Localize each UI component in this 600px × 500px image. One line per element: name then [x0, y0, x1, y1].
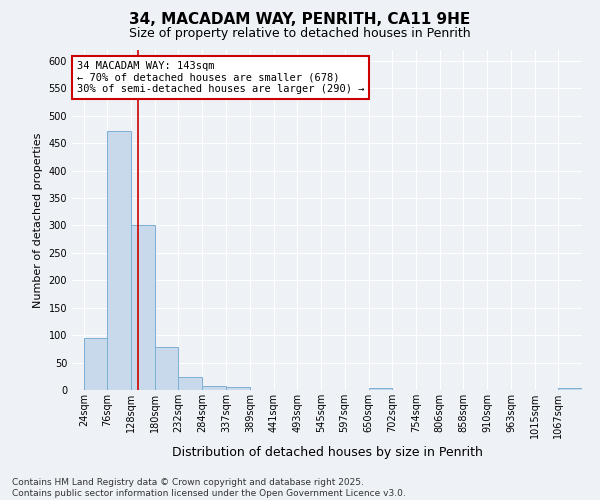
Text: Size of property relative to detached houses in Penrith: Size of property relative to detached ho… [129, 28, 471, 40]
Bar [107, 131, 131, 390]
Text: 34, MACADAM WAY, PENRITH, CA11 9HE: 34, MACADAM WAY, PENRITH, CA11 9HE [130, 12, 470, 28]
Text: 34 MACADAM WAY: 143sqm
← 70% of detached houses are smaller (678)
30% of semi-de: 34 MACADAM WAY: 143sqm ← 70% of detached… [77, 61, 364, 94]
Text: Contains HM Land Registry data © Crown copyright and database right 2025.
Contai: Contains HM Land Registry data © Crown c… [12, 478, 406, 498]
Bar [368, 388, 392, 390]
Bar [559, 388, 582, 390]
Bar [202, 386, 226, 390]
Bar [226, 388, 250, 390]
Bar [155, 347, 178, 390]
Bar [84, 338, 107, 390]
Bar [178, 378, 202, 390]
Y-axis label: Number of detached properties: Number of detached properties [33, 132, 43, 308]
X-axis label: Distribution of detached houses by size in Penrith: Distribution of detached houses by size … [172, 446, 482, 460]
Bar [131, 226, 155, 390]
